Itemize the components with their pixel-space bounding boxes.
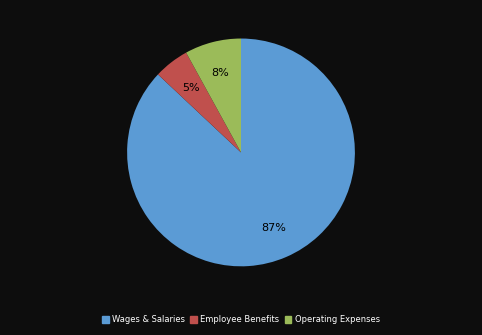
- Text: 8%: 8%: [212, 68, 229, 78]
- Wedge shape: [158, 53, 241, 152]
- Wedge shape: [127, 39, 355, 266]
- Wedge shape: [186, 39, 241, 152]
- Text: 5%: 5%: [182, 83, 200, 92]
- Legend: Wages & Salaries, Employee Benefits, Operating Expenses: Wages & Salaries, Employee Benefits, Ope…: [99, 312, 383, 328]
- Text: 87%: 87%: [261, 223, 286, 233]
